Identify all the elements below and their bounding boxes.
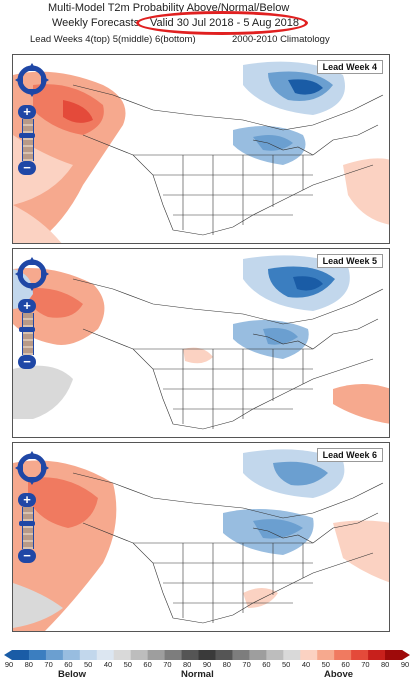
legend-arrow-right bbox=[402, 650, 410, 660]
zoom-slider[interactable] bbox=[22, 313, 34, 355]
legend-tick-label: 70 bbox=[163, 660, 172, 669]
zoom-in-button[interactable]: + bbox=[18, 493, 36, 507]
weekly-forecasts-label: Weekly Forecasts bbox=[52, 17, 140, 29]
legend-tick-label: 90 bbox=[400, 660, 410, 669]
zoom-slider[interactable] bbox=[22, 119, 34, 161]
legend-tick-label: 50 bbox=[123, 660, 132, 669]
legend-tick-label: 80 bbox=[24, 660, 33, 669]
legend-swatch bbox=[113, 650, 132, 660]
legend-arrow-left bbox=[4, 650, 12, 660]
legend-swatch bbox=[215, 650, 233, 660]
zoom-control[interactable]: + − bbox=[18, 493, 36, 563]
zoom-in-button[interactable]: + bbox=[18, 299, 36, 313]
legend-swatch bbox=[232, 650, 250, 660]
legend-swatch bbox=[317, 650, 335, 660]
pan-control-icon[interactable] bbox=[15, 63, 49, 97]
lead-week-label: Lead Week 5 bbox=[316, 254, 383, 268]
lead-week-label: Lead Week 6 bbox=[316, 448, 383, 462]
legend-swatch bbox=[385, 650, 403, 660]
zoom-slider-knob[interactable] bbox=[19, 521, 35, 526]
map-panel-week-4[interactable]: Lead Week 4 + − bbox=[12, 54, 390, 244]
forecast-map[interactable] bbox=[13, 55, 390, 244]
zoom-control[interactable]: + − bbox=[18, 105, 36, 175]
legend-tick-label: 50 bbox=[84, 660, 93, 669]
legend-swatch bbox=[198, 650, 216, 660]
map-panel-week-5[interactable]: Lead Week 5 + − bbox=[12, 248, 390, 438]
legend-tick-label: 90 bbox=[4, 660, 14, 669]
legend-swatch bbox=[266, 650, 284, 660]
legend-swatch bbox=[351, 650, 369, 660]
legend-swatch bbox=[45, 650, 64, 660]
map-header: Multi-Model T2m Probability Above/Normal… bbox=[0, 0, 414, 52]
zoom-out-button[interactable]: − bbox=[18, 355, 36, 369]
legend-tick-label: 40 bbox=[103, 660, 113, 669]
forecast-map[interactable] bbox=[13, 443, 390, 632]
legend-tick-label: 80 bbox=[222, 660, 231, 669]
zoom-out-button[interactable]: − bbox=[18, 549, 36, 563]
legend-tick-label: 60 bbox=[143, 660, 152, 669]
legend-swatch bbox=[28, 650, 47, 660]
lead-weeks-label: Lead Weeks 4(top) 5(middle) 6(bottom) bbox=[30, 34, 196, 45]
legend-ticks: 90 80 70 60 50 40 50 60 70 80 90 80 70 60 50 40 50 60 70 80… bbox=[5, 660, 409, 670]
zoom-control[interactable]: + − bbox=[18, 299, 36, 369]
legend-swatch bbox=[62, 650, 81, 660]
legend-tick-label: 60 bbox=[341, 660, 350, 669]
zoom-in-button[interactable]: + bbox=[18, 105, 36, 119]
legend-swatch bbox=[79, 650, 98, 660]
legend-swatch bbox=[283, 650, 301, 660]
legend-tick-label: 70 bbox=[44, 660, 53, 669]
lead-week-label: Lead Week 4 bbox=[316, 60, 383, 74]
legend-tick-label: 80 bbox=[381, 660, 390, 669]
legend-swatch bbox=[164, 650, 183, 660]
legend-below-label: Below bbox=[58, 669, 86, 680]
legend-tick-label: 70 bbox=[242, 660, 251, 669]
map-panel-week-6[interactable]: Lead Week 6 + − bbox=[12, 442, 390, 632]
zoom-slider-knob[interactable] bbox=[19, 327, 35, 332]
forecast-map[interactable] bbox=[13, 249, 390, 438]
legend-tick-label: 80 bbox=[183, 660, 192, 669]
color-legend-bar bbox=[4, 650, 410, 660]
legend-above-label: Above bbox=[324, 669, 354, 680]
zoom-out-button[interactable]: − bbox=[18, 161, 36, 175]
legend-tick-label: 90 bbox=[202, 660, 212, 669]
legend-swatch bbox=[130, 650, 149, 660]
highlight-oval bbox=[136, 11, 308, 35]
legend-tick-label: 50 bbox=[282, 660, 291, 669]
legend-swatch bbox=[334, 650, 352, 660]
legend-swatch bbox=[96, 650, 115, 660]
legend-tick-label: 70 bbox=[361, 660, 370, 669]
legend-swatch bbox=[147, 650, 166, 660]
legend-swatch bbox=[368, 650, 386, 660]
zoom-slider[interactable] bbox=[22, 507, 34, 549]
zoom-slider-knob[interactable] bbox=[19, 133, 35, 138]
pan-control-icon[interactable] bbox=[15, 451, 49, 485]
legend-tick-label: 50 bbox=[321, 660, 330, 669]
legend-swatch bbox=[12, 650, 30, 660]
pan-control-icon[interactable] bbox=[15, 257, 49, 291]
legend-swatch bbox=[249, 650, 267, 660]
legend-swatch bbox=[300, 650, 318, 660]
legend-swatch bbox=[181, 650, 200, 660]
climatology-label: 2000-2010 Climatology bbox=[232, 34, 330, 45]
legend-tick-label: 40 bbox=[301, 660, 311, 669]
legend-normal-label: Normal bbox=[181, 669, 214, 680]
legend-tick-label: 60 bbox=[64, 660, 73, 669]
legend-tick-label: 60 bbox=[262, 660, 271, 669]
